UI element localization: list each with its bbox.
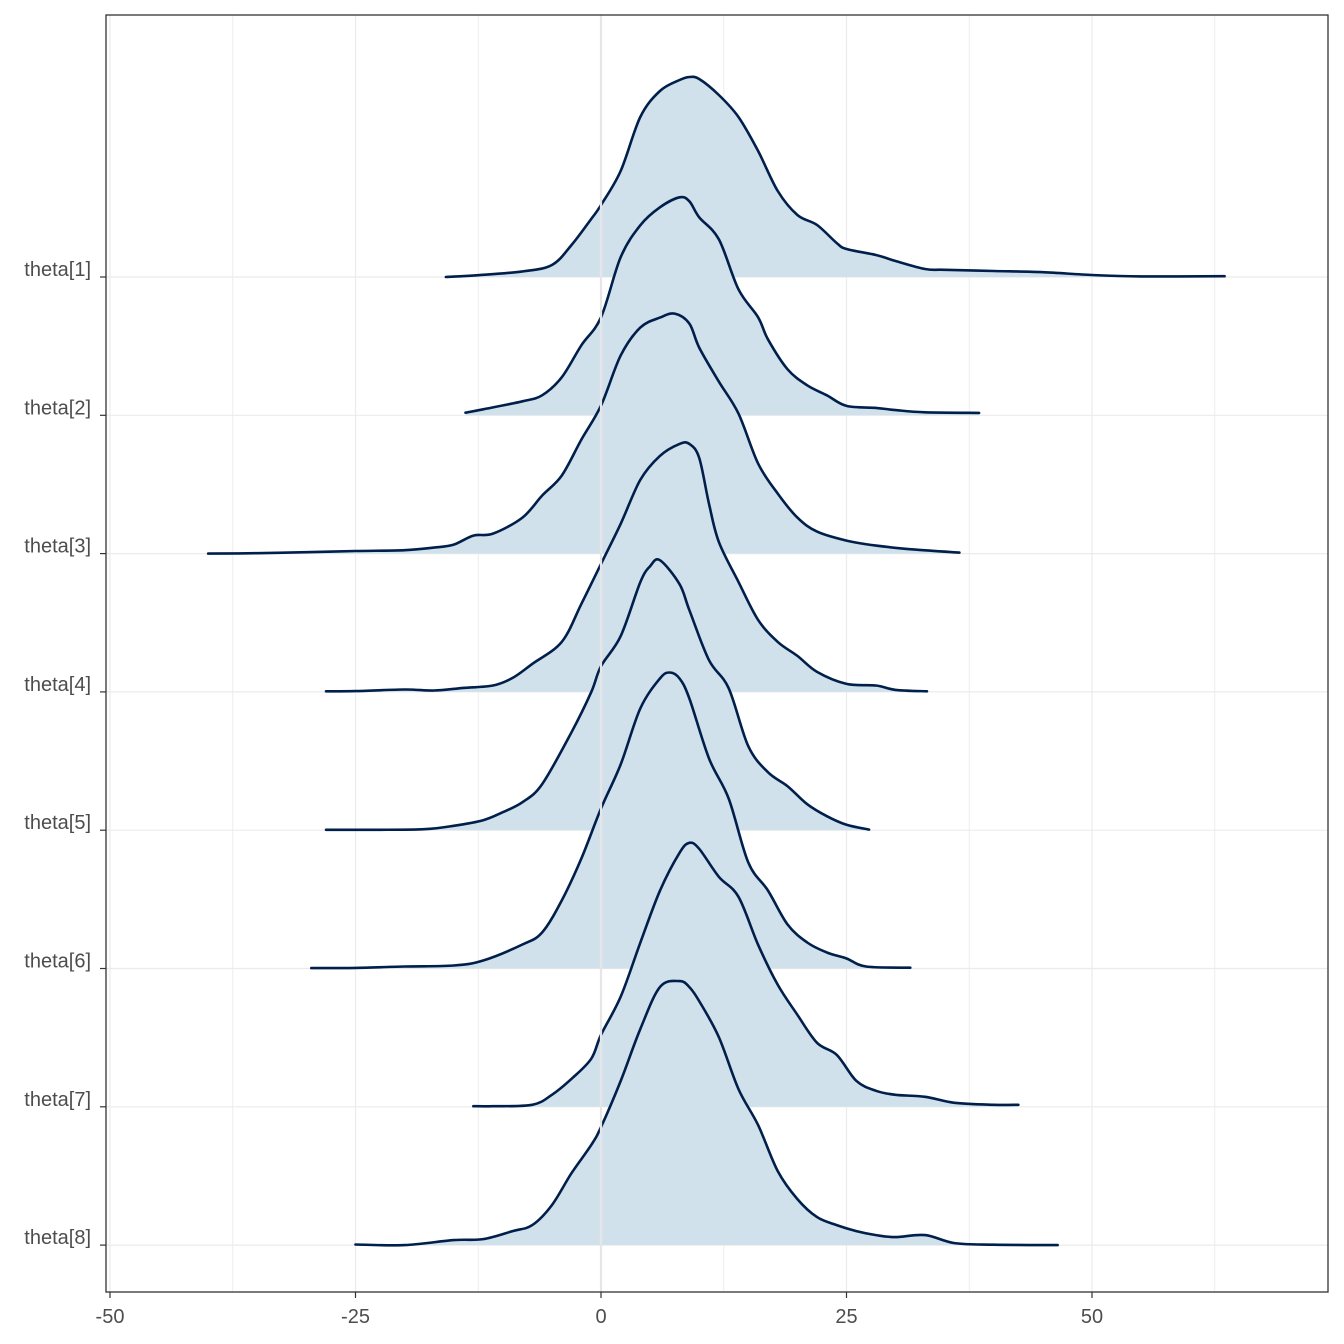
ridge-theta[5] [324, 558, 871, 832]
ridge-theta[2] [464, 195, 981, 416]
density-area [355, 980, 1058, 1246]
y-tick-label: theta[1] [24, 259, 91, 281]
density-area [473, 842, 1019, 1107]
density-line [444, 75, 1226, 279]
ridge-theta[8] [354, 979, 1059, 1247]
density-line [324, 440, 929, 693]
density-line [324, 558, 871, 832]
density-area [465, 197, 980, 416]
density-area [311, 672, 911, 969]
ridge-theta[4] [324, 440, 929, 693]
y-tick-label: theta[4] [24, 674, 91, 696]
x-tick-label: 25 [835, 1306, 857, 1328]
x-tick-label: 0 [595, 1306, 606, 1328]
y-tick-label: theta[2] [24, 397, 91, 419]
density-line [354, 979, 1059, 1247]
y-tick-label: theta[6] [24, 951, 91, 973]
ridge-theta[3] [206, 312, 961, 555]
x-tick-label: -50 [96, 1306, 125, 1328]
x-tick-label: 50 [1081, 1306, 1103, 1328]
y-tick-label: theta[5] [24, 812, 91, 834]
y-tick-label: theta[3] [24, 536, 91, 558]
density-line [464, 195, 981, 415]
density-line [206, 312, 961, 555]
y-tick-label: theta[8] [24, 1227, 91, 1249]
panel-border [105, 14, 1329, 1293]
density-area [326, 559, 870, 831]
density-area [326, 442, 928, 692]
ridge-theta[7] [472, 841, 1020, 1108]
axis-layer: -50 -25 0 25 50 theta[1] theta[2] theta[3] theta… [24, 259, 1103, 1328]
ridge-theta[6] [310, 671, 912, 970]
y-tick-label: theta[7] [24, 1089, 91, 1111]
ridge-layer [206, 75, 1226, 1247]
density-area [208, 313, 960, 554]
x-tick-label: -25 [341, 1306, 370, 1328]
density-line [310, 671, 912, 970]
density-line [472, 841, 1020, 1108]
